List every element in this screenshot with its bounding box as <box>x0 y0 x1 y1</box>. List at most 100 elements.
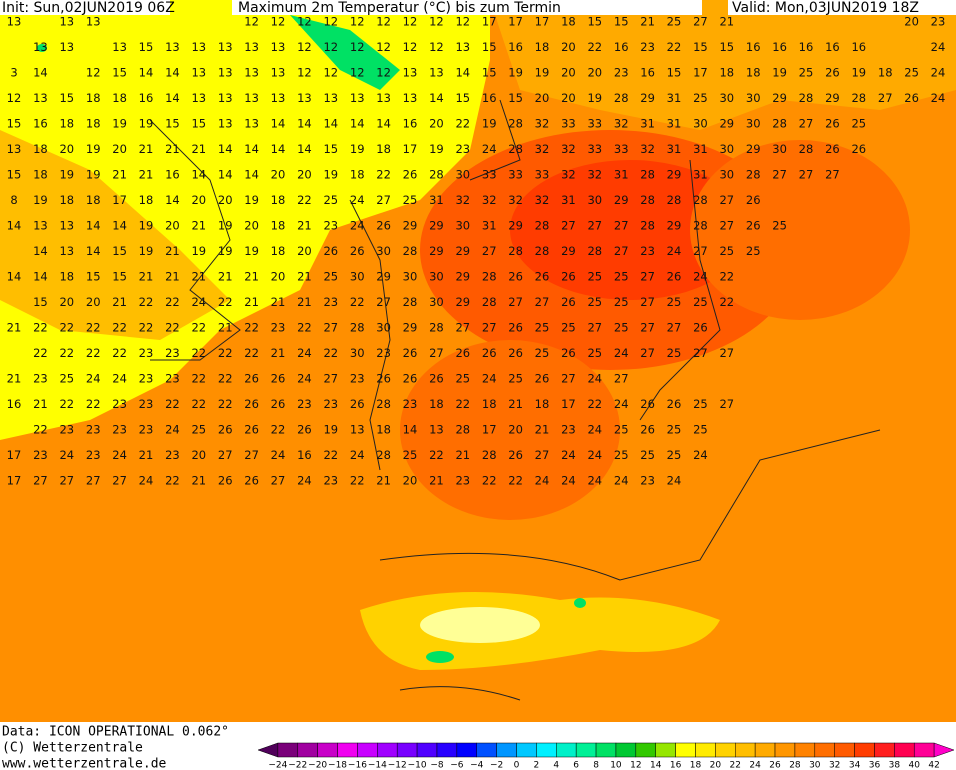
legend-label: 40 <box>909 761 921 770</box>
temperature-value: 33 <box>508 168 523 182</box>
temperature-value: 29 <box>772 91 787 105</box>
temperature-value: 27 <box>614 244 629 258</box>
temperature-value: 23 <box>112 397 127 411</box>
temperature-value: 26 <box>667 270 682 284</box>
temperature-value: 20 <box>535 91 550 105</box>
temperature-value: 21 <box>719 15 734 29</box>
temperature-value: 15 <box>59 91 74 105</box>
temperature-value: 16 <box>746 40 761 54</box>
temperature-value: 26 <box>218 474 233 488</box>
legend-label: 30 <box>809 761 821 770</box>
temperature-value: 22 <box>297 321 312 335</box>
temperature-value: 24 <box>931 40 946 54</box>
temperature-value: 13 <box>7 142 22 156</box>
temperature-value: 23 <box>931 15 946 29</box>
legend-swatch <box>476 742 497 758</box>
temperature-value: 32 <box>535 193 550 207</box>
temperature-value: 14 <box>297 142 312 156</box>
temperature-value: 23 <box>323 474 338 488</box>
temperature-value: 26 <box>825 66 840 80</box>
temperature-value: 16 <box>482 91 497 105</box>
temperature-value: 20 <box>271 168 286 182</box>
temperature-value: 21 <box>218 270 233 284</box>
temperature-value: 16 <box>825 40 840 54</box>
temperature-value: 21 <box>139 142 154 156</box>
temperature-value: 21 <box>640 15 655 29</box>
temperature-value: 15 <box>719 40 734 54</box>
temperature-value: 23 <box>86 423 101 437</box>
temperature-value: 24 <box>112 372 127 386</box>
temperature-value: 14 <box>165 193 180 207</box>
temperature-value: 15 <box>112 66 127 80</box>
temperature-value: 18 <box>376 423 391 437</box>
temperature-value: 21 <box>165 270 180 284</box>
temperature-value: 24 <box>139 474 154 488</box>
legend-label: −4 <box>470 761 484 770</box>
temperature-value: 28 <box>799 142 814 156</box>
title: Maximum 2m Temperatur (°C) bis zum Termi… <box>238 0 561 16</box>
temperature-value: 32 <box>508 193 523 207</box>
temperature-value: 18 <box>33 142 48 156</box>
temperature-value: 22 <box>33 423 48 437</box>
temperature-value: 22 <box>455 397 470 411</box>
temperature-value: 23 <box>323 397 338 411</box>
temperature-value: 30 <box>429 270 444 284</box>
temperature-value: 23 <box>271 321 286 335</box>
temperature-value: 22 <box>218 372 233 386</box>
temperature-value: 18 <box>59 270 74 284</box>
temperature-value: 22 <box>86 346 101 360</box>
temperature-value: 30 <box>455 219 470 233</box>
temperature-value: 20 <box>271 270 286 284</box>
temperature-value: 28 <box>535 244 550 258</box>
temperature-value: 13 <box>59 15 74 29</box>
temperature-value: 13 <box>33 91 48 105</box>
temperature-value: 28 <box>746 168 761 182</box>
temperature-value: 14 <box>403 423 418 437</box>
temperature-value: 26 <box>640 397 655 411</box>
legend-label: 2 <box>534 761 540 770</box>
temperature-value: 25 <box>614 295 629 309</box>
temperature-value: 16 <box>772 40 787 54</box>
temperature-value: 18 <box>878 66 893 80</box>
temperature-value: 25 <box>403 448 418 462</box>
temperature-value: 25 <box>508 372 523 386</box>
temperature-value: 26 <box>535 270 550 284</box>
legend-swatch <box>277 742 299 758</box>
temperature-value: 27 <box>376 295 391 309</box>
temperature-value: 26 <box>323 244 338 258</box>
temperature-value: 13 <box>376 91 391 105</box>
temperature-value: 22 <box>218 295 233 309</box>
temperature-value: 24 <box>931 66 946 80</box>
temperature-value: 25 <box>403 193 418 207</box>
temperature-value: 24 <box>350 448 365 462</box>
temperature-value: 24 <box>587 474 602 488</box>
legend-label: 18 <box>690 761 702 770</box>
temperature-value: 15 <box>112 270 127 284</box>
temperature-value: 32 <box>535 117 550 131</box>
temperature-value: 33 <box>535 168 550 182</box>
temperature-value: 32 <box>561 142 576 156</box>
temperature-value: 22 <box>350 295 365 309</box>
temperature-value: 23 <box>139 397 154 411</box>
temperature-value: 22 <box>244 346 259 360</box>
legend-swatch <box>456 742 477 758</box>
temperature-value: 27 <box>640 295 655 309</box>
temperature-value: 16 <box>640 66 655 80</box>
temperature-value: 20 <box>561 40 576 54</box>
temperature-value: 24 <box>112 448 127 462</box>
temperature-value: 25 <box>191 423 206 437</box>
temperature-value: 28 <box>482 448 497 462</box>
temperature-value: 12 <box>350 40 365 54</box>
temperature-value: 27 <box>244 448 259 462</box>
temperature-value: 21 <box>244 295 259 309</box>
temperature-value: 29 <box>614 193 629 207</box>
temperature-value: 25 <box>667 15 682 29</box>
temperature-value: 19 <box>851 66 866 80</box>
temperature-value: 25 <box>587 295 602 309</box>
temperature-value: 26 <box>508 321 523 335</box>
temperature-value: 20 <box>59 142 74 156</box>
temperature-value: 14 <box>7 219 22 233</box>
temperature-value: 26 <box>376 219 391 233</box>
cold-patch <box>426 651 454 663</box>
temperature-value: 22 <box>719 270 734 284</box>
